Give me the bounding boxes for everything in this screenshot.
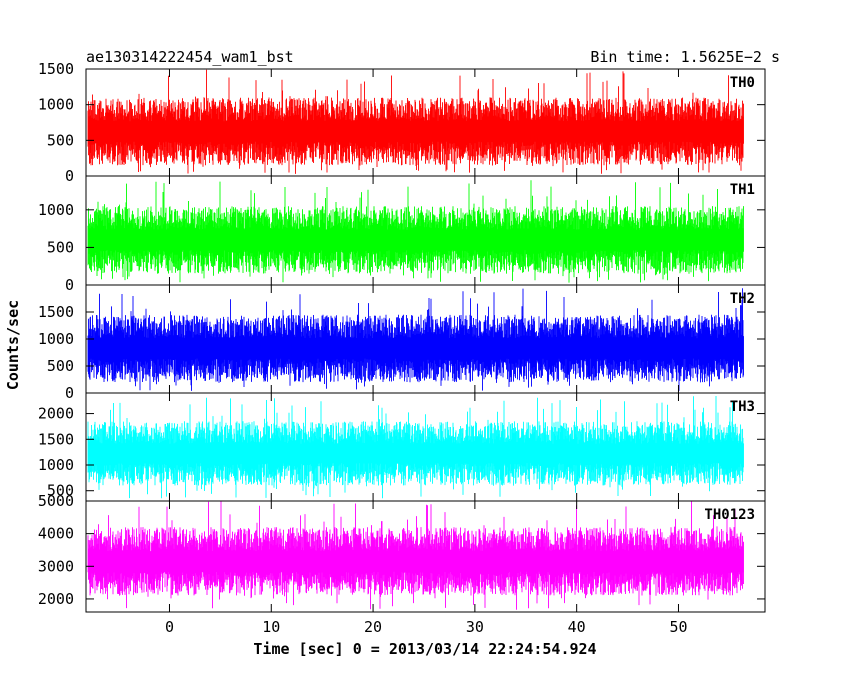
y-tick-label: 1500	[38, 430, 74, 448]
x-tick-label: 20	[364, 618, 382, 636]
y-tick-label: 4000	[38, 525, 74, 543]
series-th0123-trace	[87, 501, 744, 610]
y-tick-label: 1000	[38, 330, 74, 348]
y-tick-label: 2000	[38, 405, 74, 423]
panel-frame	[85, 500, 766, 613]
y-tick-label: 500	[47, 238, 74, 256]
panel-name-label: TH3	[730, 399, 755, 415]
panel-name-label: TH0123	[704, 507, 755, 523]
y-tick-label: 0	[65, 384, 74, 402]
y-tick-label: 1000	[38, 201, 74, 219]
x-tick-label: 50	[669, 618, 687, 636]
x-axis-label: Time [sec] 0 = 2013/03/14 22:24:54.924	[253, 640, 596, 658]
y-tick-label: 2000	[38, 590, 74, 608]
panel-th1: 0 500 1000 TH1	[38, 175, 766, 294]
x-tick-label: 40	[568, 618, 586, 636]
panel-name-label: TH2	[730, 291, 755, 307]
y-tick-label: 3000	[38, 557, 74, 575]
y-tick-label: 1500	[38, 60, 74, 78]
series-th1-trace	[87, 180, 744, 283]
y-tick-label: 5000	[38, 492, 74, 510]
series-th0-trace	[87, 69, 744, 174]
x-tick-label: 30	[466, 618, 484, 636]
y-tick-label: 500	[47, 482, 74, 500]
y-tick-label: 0	[65, 276, 74, 294]
y-tick-label: 0	[65, 167, 74, 185]
y-tick-label: 1000	[38, 456, 74, 474]
y-axis-label: Counts/sec	[4, 300, 22, 390]
y-tick-label: 500	[47, 357, 74, 375]
x-axis: 0 10 20 30 40 50	[165, 618, 688, 636]
header-left: ae130314222454_wam1_bst	[86, 48, 294, 66]
x-tick-label: 0	[165, 618, 174, 636]
series-th3-trace	[87, 396, 744, 499]
series-th2-trace	[87, 288, 744, 391]
panel-name-label: TH1	[730, 182, 755, 198]
panel-th0: 0 500 1000 1500 TH0	[38, 60, 766, 185]
panel-th3: 500 1000 1500 2000 TH3	[38, 392, 766, 502]
y-tick-label: 500	[47, 131, 74, 149]
y-tick-label: 1000	[38, 96, 74, 114]
header-right: Bin time: 1.5625E−2 s	[590, 48, 780, 66]
y-tick-label: 1500	[38, 303, 74, 321]
panel-th0123: 2000 3000 4000 5000 TH0123	[38, 492, 766, 613]
x-tick-label: 10	[262, 618, 280, 636]
panel-name-label: TH0	[730, 75, 755, 91]
panel-th2: 0 500 1000 1500 TH2	[38, 284, 766, 402]
panels-group: 0 500 1000 1500 TH0 0 500 1000 TH1 0 500 1000 1500 TH…	[38, 60, 766, 613]
